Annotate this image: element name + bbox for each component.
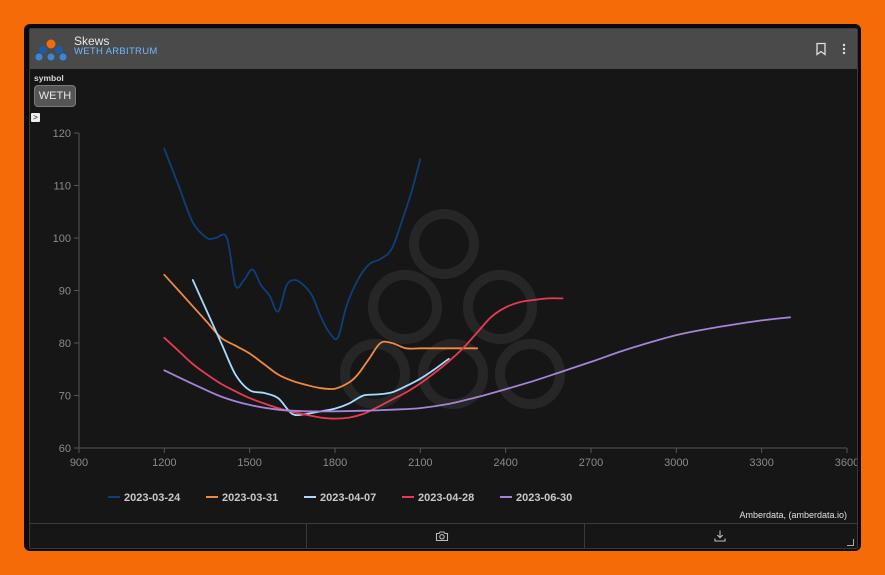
amberdata-logo-icon: [35, 39, 67, 61]
widget-subtitle: WETH ARBITRUM: [74, 46, 158, 57]
series-line-2023-03-31: [163, 273, 479, 390]
legend-label: 2023-06-30: [516, 492, 572, 504]
skews-chart: 900 1200 1500 1800 2100 2400 2700 3000 3300 3600 6…: [53, 128, 857, 504]
x-tick-label: 2400: [493, 457, 517, 469]
legend-item-2023-03-31[interactable]: 2023-03-31: [206, 492, 278, 504]
legend-item-2023-06-30[interactable]: 2023-06-30: [500, 492, 572, 504]
data-credit: Amberdata, (amberdata.io): [739, 510, 847, 520]
widget-title: Skews: [74, 34, 110, 48]
watermark-logo: [340, 209, 565, 409]
widget-header: Skews WETH ARBITRUM: [30, 29, 857, 69]
x-tick-label: 2100: [408, 457, 432, 469]
y-tick-label: 80: [59, 338, 71, 350]
expand-toggle[interactable]: >: [31, 113, 40, 122]
series-line-2023-04-28: [163, 297, 564, 420]
legend-label: 2023-03-24: [124, 492, 181, 504]
kebab-menu-icon[interactable]: [837, 42, 851, 56]
y-tick-label: 90: [59, 286, 71, 298]
legend-label: 2023-03-31: [222, 492, 278, 504]
footer-divider: [306, 524, 307, 548]
y-tick-label: 110: [53, 181, 71, 193]
y-tick-label: 100: [53, 233, 71, 245]
y-tick-label: 70: [59, 391, 71, 403]
x-tick-label: 1200: [152, 457, 176, 469]
widget-footer: [30, 523, 857, 548]
x-tick-label: 1500: [237, 457, 261, 469]
x-tick-label: 3600: [835, 457, 857, 469]
symbol-label: symbol: [34, 73, 64, 83]
download-icon[interactable]: [713, 529, 727, 543]
x-tick-label: 3000: [664, 457, 688, 469]
legend-item-2023-04-28[interactable]: 2023-04-28: [402, 492, 474, 504]
x-tick-label: 1800: [323, 457, 347, 469]
resize-handle[interactable]: [847, 539, 854, 546]
legend-item-2023-04-07[interactable]: 2023-04-07: [304, 492, 376, 504]
footer-divider: [584, 524, 585, 548]
symbol-selector-button[interactable]: WETH: [34, 85, 76, 107]
legend-label: 2023-04-07: [320, 492, 376, 504]
series-line-2023-06-30: [163, 316, 791, 413]
y-tick-label: 120: [53, 128, 71, 140]
x-tick-label: 900: [70, 457, 88, 469]
x-tick-label: 2700: [579, 457, 603, 469]
camera-icon[interactable]: [435, 529, 449, 543]
legend-label: 2023-04-28: [418, 492, 474, 504]
skews-widget: Skews WETH ARBITRUM symbol WETH > 900 120…: [29, 28, 858, 549]
series-line-2023-04-07: [191, 279, 450, 417]
legend-item-2023-03-24[interactable]: 2023-03-24: [108, 492, 181, 504]
bookmark-icon[interactable]: [814, 42, 828, 56]
y-tick-label: 60: [59, 443, 71, 455]
x-tick-label: 3300: [749, 457, 773, 469]
series-line-2023-03-24: [163, 147, 422, 341]
